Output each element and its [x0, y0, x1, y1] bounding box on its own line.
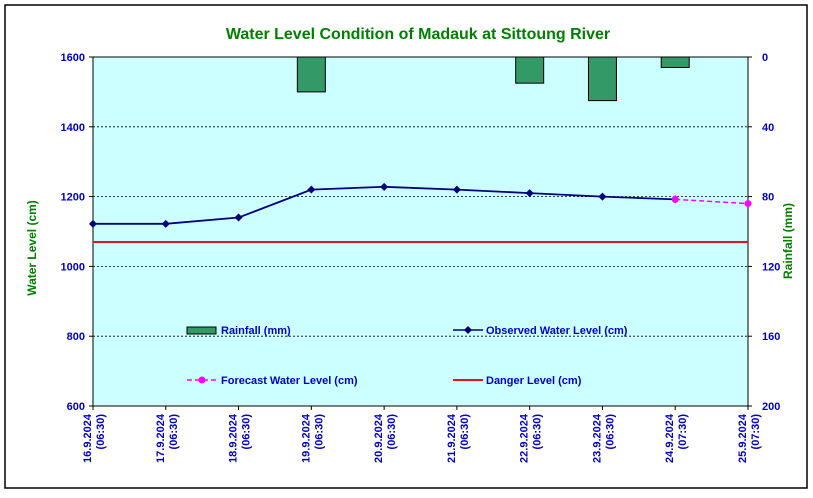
rainfall-bars [296, 56, 690, 102]
legend-observed-marker [464, 326, 472, 334]
x-tick-date: 25.9.2024 [737, 413, 749, 463]
observed-point [598, 192, 607, 201]
x-tick-time: (06:30) [95, 414, 107, 450]
left-tick-label: 1200 [61, 192, 85, 204]
legend-observed-label: Observed Water Level (cm) [486, 325, 628, 337]
right-tick-label: 80 [762, 192, 774, 204]
right-tick-label: 0 [762, 52, 768, 64]
observed-point [89, 219, 97, 228]
rainfall-bar [660, 56, 690, 68]
x-tick-time: (06:30) [241, 414, 253, 450]
rainfall-bar [515, 56, 545, 84]
x-tick-time: (07:30) [750, 414, 762, 450]
x-tick-time: (06:30) [313, 414, 325, 450]
x-tick-time: (06:30) [386, 414, 398, 450]
left-tick-label: 800 [67, 331, 85, 343]
x-tick-time: (06:30) [532, 414, 544, 450]
chart-title: Water Level Condition of Madauk at Sitto… [226, 26, 610, 43]
right-axis-title: Rainfall (mm) [781, 203, 795, 279]
right-tick-label: 120 [762, 261, 780, 273]
legend: Rainfall (mm) Observed Water Level (cm) … [186, 325, 628, 387]
forecast-line [675, 198, 749, 205]
right-tick-label: 200 [762, 401, 780, 413]
legend-forecast-label: Forecast Water Level (cm) [221, 375, 358, 387]
x-tick-date: 16.9.2024 [82, 413, 94, 463]
rainfall-bar [296, 56, 326, 93]
forecast-series-group [671, 195, 752, 208]
legend-rainfall-label: Rainfall (mm) [221, 325, 291, 337]
plot-area [92, 56, 749, 407]
left-axis-ticks: 1600 1400 1200 1000 800 600 [61, 52, 93, 413]
x-tick-date: 21.9.2024 [446, 413, 458, 463]
forecast-point [671, 195, 679, 203]
x-tick-date: 18.9.2024 [228, 413, 240, 463]
right-tick-label: 160 [762, 331, 780, 343]
observed-point [525, 189, 534, 198]
legend-danger-label: Danger Level (cm) [486, 375, 582, 387]
x-tick-time: (06:30) [459, 414, 471, 450]
x-tick-date: 19.9.2024 [300, 413, 312, 463]
left-tick-label: 600 [67, 401, 85, 413]
grid-lines [93, 126, 748, 337]
x-tick-time: (07:30) [677, 414, 689, 450]
right-axis-ticks: 0 40 80 120 160 200 [748, 52, 780, 413]
x-axis-ticks: 16.9.2024 (06:30) 17.9.2024 (06:30) 18.9.202… [82, 406, 762, 463]
left-tick-label: 1400 [61, 122, 85, 134]
left-tick-label: 1600 [61, 52, 85, 64]
legend-forecast-marker [198, 376, 206, 384]
x-tick-date: 20.9.2024 [373, 413, 385, 463]
x-tick-time: (06:30) [168, 414, 180, 450]
observed-point [307, 185, 316, 194]
observed-point [452, 185, 461, 194]
observed-point [161, 219, 170, 228]
legend-rainfall-swatch [186, 326, 217, 335]
observed-point [234, 213, 243, 222]
observed-point [380, 182, 389, 191]
x-tick-date: 24.9.2024 [664, 413, 676, 463]
left-tick-label: 1000 [61, 261, 85, 273]
rainfall-bar [587, 56, 617, 102]
forecast-point [744, 200, 752, 208]
x-tick-date: 23.9.2024 [591, 413, 603, 463]
x-tick-time: (06:30) [604, 414, 616, 450]
right-tick-label: 40 [762, 122, 774, 134]
x-tick-date: 22.9.2024 [519, 413, 531, 463]
x-tick-date: 17.9.2024 [155, 413, 167, 463]
left-axis-title: Water Level (cm) [25, 200, 39, 296]
